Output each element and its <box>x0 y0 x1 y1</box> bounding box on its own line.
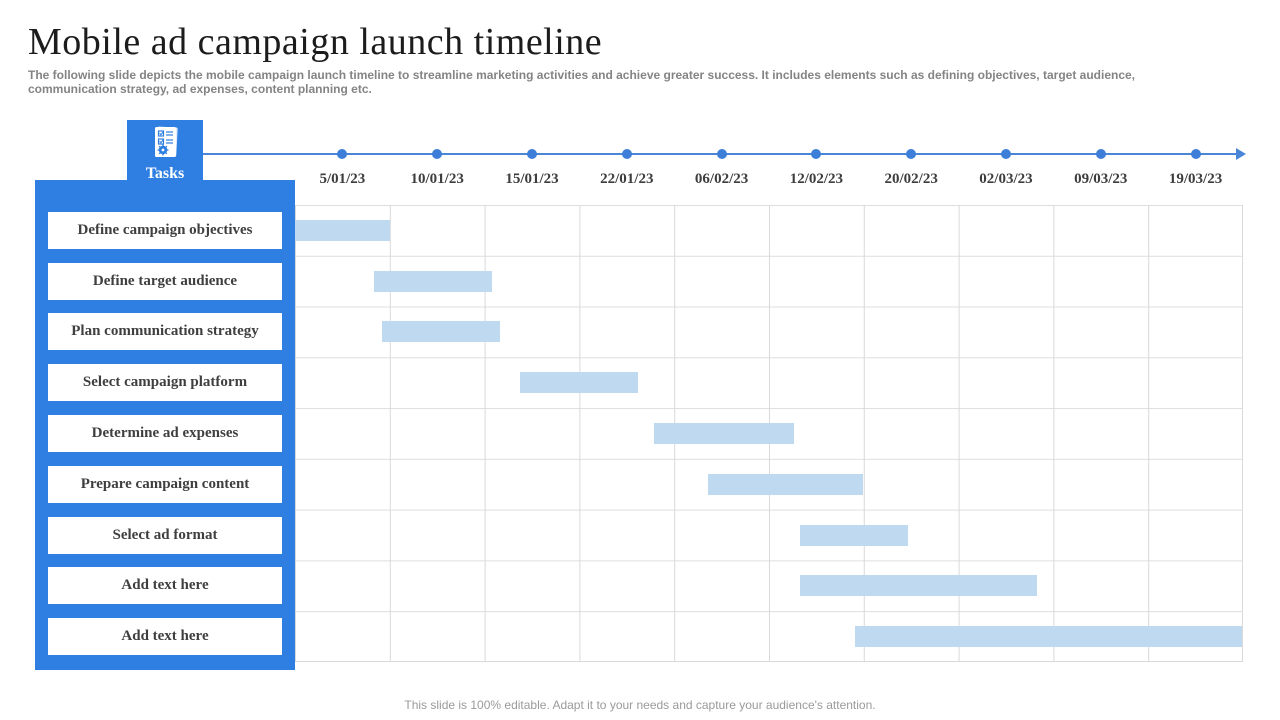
tasks-header-label: Tasks <box>145 165 185 182</box>
task-label[interactable]: Add text here <box>48 618 282 656</box>
timeline-dot <box>811 149 822 159</box>
gantt-bar[interactable] <box>855 626 1243 648</box>
gantt-bar[interactable] <box>708 473 863 495</box>
gantt-grid <box>295 205 1243 662</box>
date-tick-label: 22/01/23 <box>600 171 654 187</box>
timeline-dot <box>432 149 443 159</box>
timeline-dot <box>337 149 348 159</box>
timeline-arrow-icon <box>1236 148 1246 160</box>
date-tick-label: 19/03/23 <box>1168 171 1223 187</box>
task-panel: Define campaign objectives Define target … <box>35 180 295 670</box>
gantt-bar[interactable] <box>519 372 639 394</box>
timeline-dots <box>203 144 1243 164</box>
timeline-dot <box>906 149 917 159</box>
task-list-icon <box>150 125 180 164</box>
timeline-dot <box>527 149 537 159</box>
task-label[interactable]: Determine ad expenses <box>48 415 282 453</box>
date-tick-label: 10/01/23 <box>410 171 464 187</box>
gantt-bar[interactable] <box>800 524 909 546</box>
timeline-dot <box>621 149 632 159</box>
date-tick-label: 06/02/23 <box>694 171 749 187</box>
gantt-bar[interactable] <box>800 575 1038 597</box>
task-label[interactable]: Define target audience <box>48 262 282 300</box>
date-labels: 5/01/23 10/01/23 15/01/23 22/01/23 06/02/23 1… <box>295 171 1243 188</box>
timeline-dot <box>716 149 727 159</box>
date-tick-label: 20/02/23 <box>884 171 938 187</box>
tasks-header[interactable]: Tasks <box>127 120 203 182</box>
date-tick-label: 09/03/23 <box>1074 171 1128 187</box>
task-label[interactable]: Select ad format <box>48 516 282 554</box>
task-label[interactable]: Define campaign objectives <box>48 211 282 249</box>
gantt-bar[interactable] <box>373 270 493 292</box>
gantt-bar[interactable] <box>654 423 794 444</box>
task-label[interactable]: Add text here <box>48 567 282 605</box>
date-tick-label: 02/03/23 <box>979 171 1033 187</box>
gantt-bar[interactable] <box>382 321 500 343</box>
timeline-dot <box>1190 149 1201 159</box>
task-label[interactable]: Plan communication strategy <box>48 313 282 351</box>
footer-note: This slide is 100% editable. Adapt it to… <box>404 698 876 712</box>
date-tick-label: 5/01/23 <box>319 171 366 187</box>
date-tick-label: 15/01/23 <box>505 171 559 187</box>
page-title: Mobile ad campaign launch timeline <box>28 21 603 63</box>
gantt-bar[interactable] <box>295 219 390 241</box>
timeline-dot <box>1095 149 1106 159</box>
date-tick-label: 12/02/23 <box>789 171 844 187</box>
slide-subtitle: The following slide depicts the mobile c… <box>28 68 1135 96</box>
task-label[interactable]: Prepare campaign content <box>48 465 282 503</box>
task-label[interactable]: Select campaign platform <box>48 364 282 402</box>
timeline-dot <box>1001 149 1011 159</box>
